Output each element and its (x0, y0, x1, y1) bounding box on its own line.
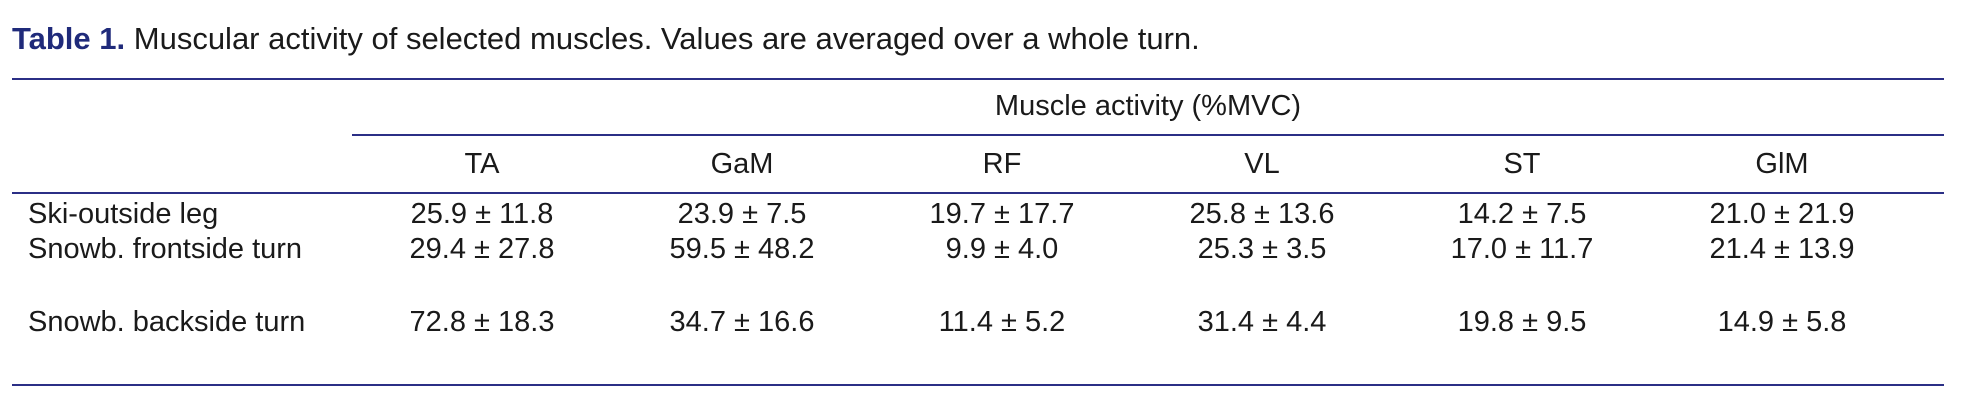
column-header-vl: VL (1244, 148, 1280, 180)
table-cell: 72.8 ± 18.3 (409, 306, 555, 338)
top-rule (12, 78, 1944, 80)
row-label-snowb-frontside-turn: Snowb. frontside turn (28, 233, 303, 265)
table-cell: 25.9 ± 11.8 (410, 198, 554, 230)
column-header-rf: RF (982, 148, 1022, 180)
table-cell: 25.3 ± 3.5 (1197, 233, 1327, 265)
table-cell: 19.7 ± 17.7 (929, 198, 1075, 230)
table-cell: 19.8 ± 9.5 (1457, 306, 1587, 338)
table-cell: 34.7 ± 16.6 (669, 306, 815, 338)
table-cell: 9.9 ± 4.0 (945, 233, 1059, 265)
table-caption-text: Muscular activity of selected muscles. V… (125, 21, 1200, 56)
column-header-glm: GlM (1755, 148, 1809, 180)
column-header-gam: GaM (710, 148, 774, 180)
table-cell: 29.4 ± 27.8 (409, 233, 555, 265)
table-cell: 11.4 ± 5.2 (938, 306, 1066, 338)
row-label-snowb-backside-turn: Snowb. backside turn (28, 306, 306, 338)
table-cell: 21.0 ± 21.9 (1709, 198, 1855, 230)
table-cell: 21.4 ± 13.9 (1709, 233, 1855, 265)
bottom-rule (12, 384, 1944, 386)
table-cell: 14.9 ± 5.8 (1717, 306, 1847, 338)
table-cell: 23.9 ± 7.5 (677, 198, 807, 230)
table-cell: 25.8 ± 13.6 (1189, 198, 1335, 230)
group-header: Muscle activity (%MVC) (994, 90, 1302, 122)
header-rule (12, 192, 1944, 194)
table-caption-label: Table 1. (12, 21, 126, 56)
table-cell: 17.0 ± 11.7 (1450, 233, 1594, 265)
row-label-ski-outside-leg: Ski-outside leg (28, 198, 219, 230)
table-cell: 31.4 ± 4.4 (1197, 306, 1327, 338)
column-header-ta: TA (464, 148, 500, 180)
group-header-rule (352, 134, 1944, 136)
table-caption: Table 1. Muscular activity of selected m… (12, 20, 1200, 58)
column-header-st: ST (1503, 148, 1541, 180)
table-cell: 59.5 ± 48.2 (669, 233, 815, 265)
table-cell: 14.2 ± 7.5 (1457, 198, 1587, 230)
